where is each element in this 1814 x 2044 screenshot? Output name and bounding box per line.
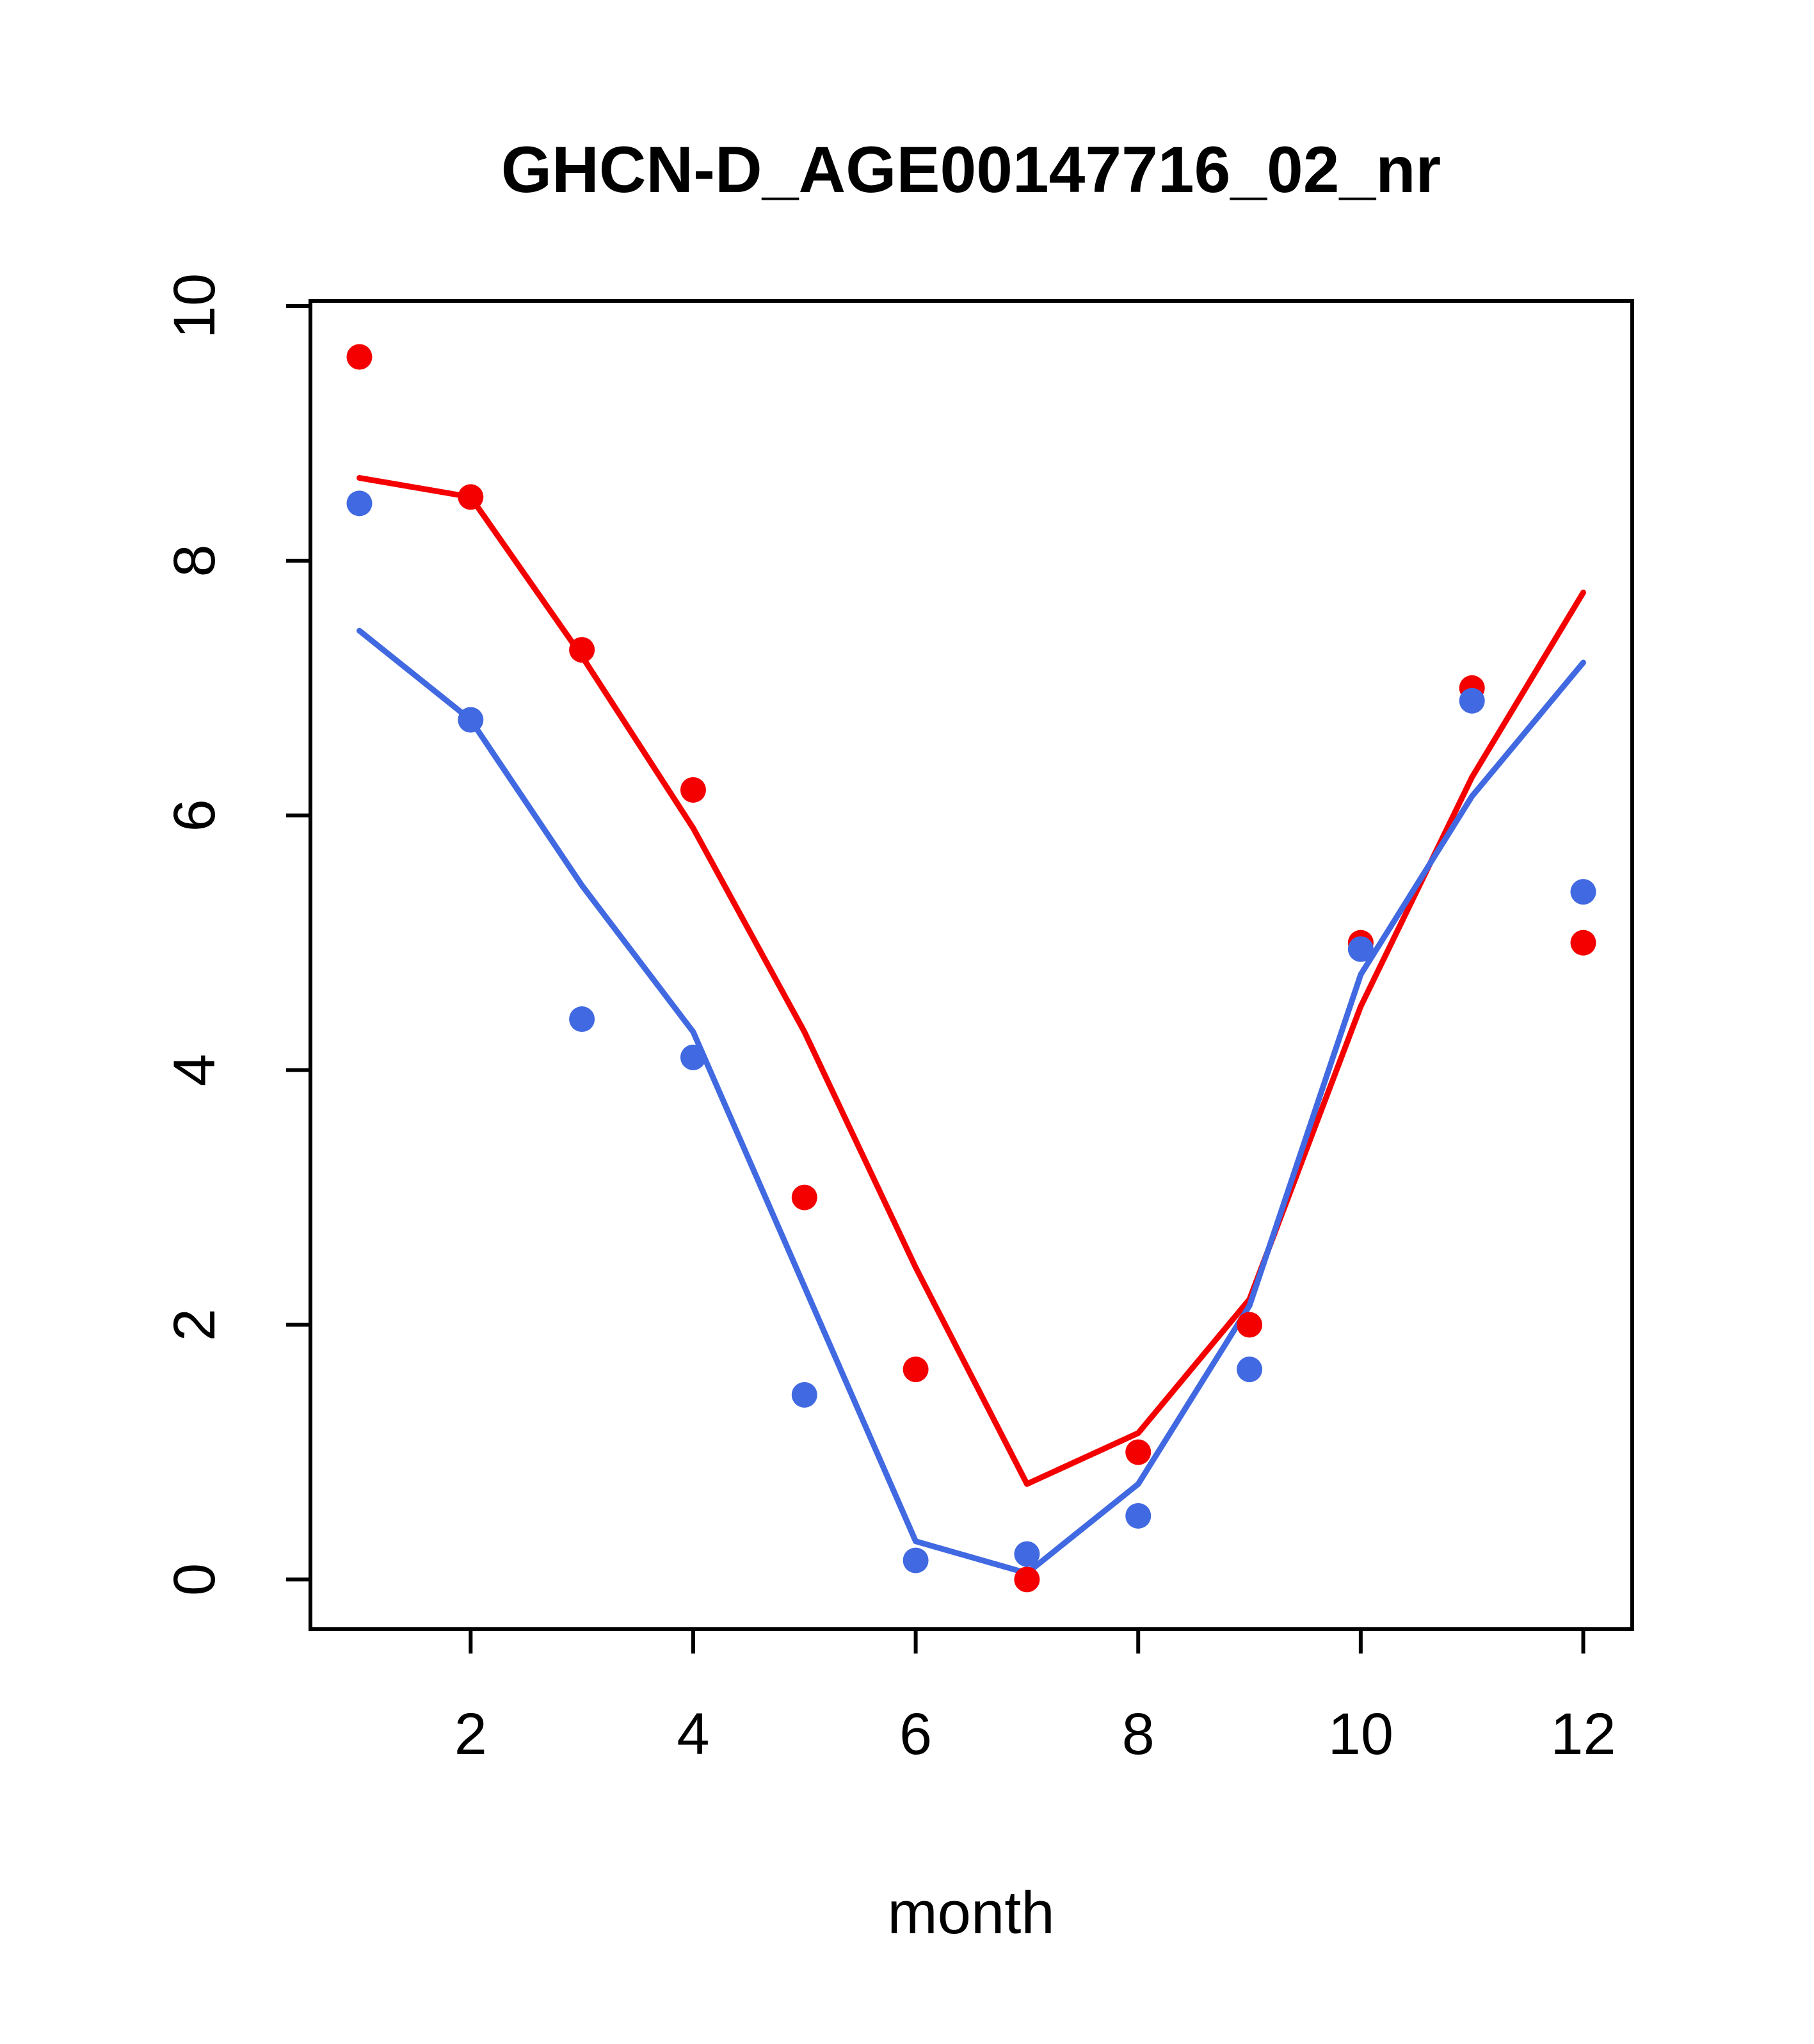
blue-scatter-point [791, 1381, 817, 1408]
blue-scatter-point [1570, 879, 1596, 905]
y-tick-label: 6 [162, 799, 227, 832]
blue-scatter-point [1347, 936, 1374, 962]
x-tick-label: 12 [1550, 1702, 1616, 1767]
x-axis-label: month [887, 1879, 1054, 1946]
blue-scatter-point [458, 707, 484, 733]
y-tick-label: 4 [162, 1054, 227, 1086]
red-scatter-point [1237, 1312, 1263, 1338]
x-tick-label: 6 [899, 1702, 932, 1767]
blue-scatter-point [1014, 1541, 1040, 1567]
y-tick-label: 2 [162, 1308, 227, 1341]
y-tick-label: 8 [162, 544, 227, 577]
blue-scatter-point [1125, 1502, 1152, 1529]
blue-scatter-point [346, 490, 373, 517]
red-scatter-point [791, 1184, 817, 1211]
x-tick-label: 2 [454, 1702, 487, 1767]
plot-border [309, 299, 1634, 1631]
red-scatter-point [1125, 1439, 1152, 1465]
blue-scatter-point [1237, 1356, 1263, 1383]
blue-scatter-point [680, 1044, 706, 1070]
red-scatter-point [680, 777, 706, 803]
x-tick-label: 4 [677, 1702, 709, 1767]
x-tick-label: 8 [1122, 1702, 1155, 1767]
red-scatter-point [569, 637, 595, 663]
plot-area: 2 4 6 8 10 12 0 2 4 6 8 10 [162, 273, 1634, 1767]
blue-scatter-point [903, 1547, 929, 1573]
y-tick-label: 0 [162, 1563, 227, 1596]
blue-scatter-point [569, 1006, 595, 1033]
red-scatter-point [346, 344, 373, 370]
blue-fit-line [356, 627, 1587, 1576]
chart-title: GHCN-D_AGE00147716_02_nr [501, 133, 1441, 206]
x-tick-label: 10 [1328, 1702, 1393, 1767]
red-scatter-point [458, 484, 484, 510]
blue-scatter-point [1459, 688, 1485, 714]
y-tick-label: 10 [162, 273, 227, 339]
red-scatter-point [1570, 929, 1596, 956]
red-fit-line [356, 475, 1587, 1487]
red-scatter-point [903, 1356, 929, 1383]
red-scatter-point [1014, 1566, 1040, 1593]
